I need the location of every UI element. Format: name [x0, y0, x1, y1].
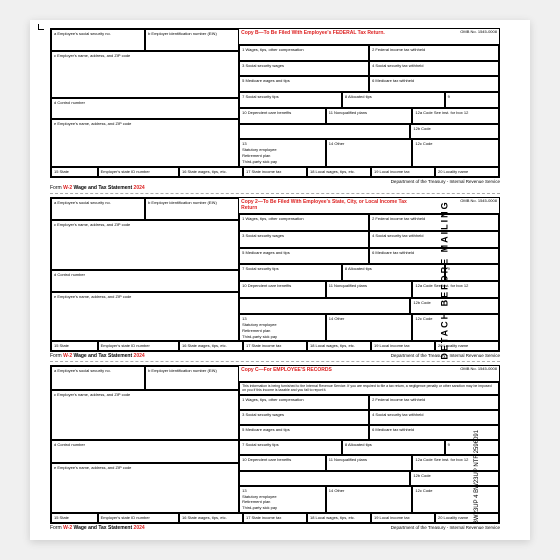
w2-form-0: a Employee's social security no. b Emplo… [50, 28, 500, 178]
form-footer-0: Form W-2 Wage and Tax Statement 2024 Dep… [50, 178, 500, 192]
perforation [50, 361, 500, 362]
form-footer-1: Form W-2 Wage and Tax Statement 2024 Dep… [50, 352, 500, 360]
corner-tick [38, 24, 44, 30]
w2-form-2: a Employee's social security no. b Emplo… [50, 365, 500, 524]
form-sheet: DETACH BEFORE MAILING BW23UP 4 BW23UP NT… [30, 20, 530, 540]
form-footer-2: Form W-2 Wage and Tax Statement 2024 Dep… [50, 524, 500, 532]
perforation [50, 193, 500, 194]
w2-form-1: a Employee's social security no. b Emplo… [50, 197, 500, 353]
forms-container: a Employee's social security no. b Emplo… [50, 28, 500, 532]
